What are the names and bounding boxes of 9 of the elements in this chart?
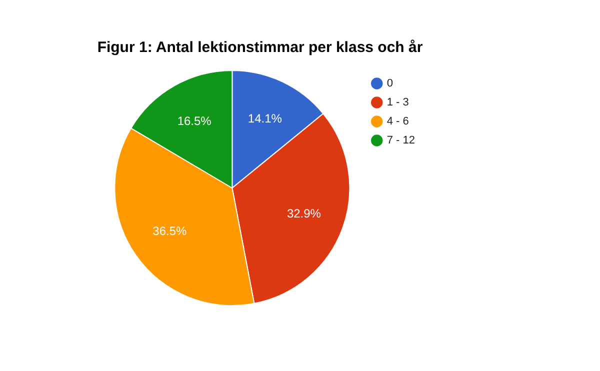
data-label: 32.9%: [286, 206, 322, 220]
legend-label: 0: [386, 78, 393, 90]
data-label: 16.5%: [177, 114, 212, 128]
chart-title: Figur 1: Antal lektionstimmar per klass och år: [97, 39, 423, 56]
legend-label: 4 - 6: [386, 116, 409, 128]
data-label: 36.5%: [152, 224, 188, 238]
legend-label: 1 - 3: [386, 96, 409, 109]
data-label: 14.1%: [248, 111, 282, 126]
legend-label: 7 - 12: [386, 134, 416, 147]
